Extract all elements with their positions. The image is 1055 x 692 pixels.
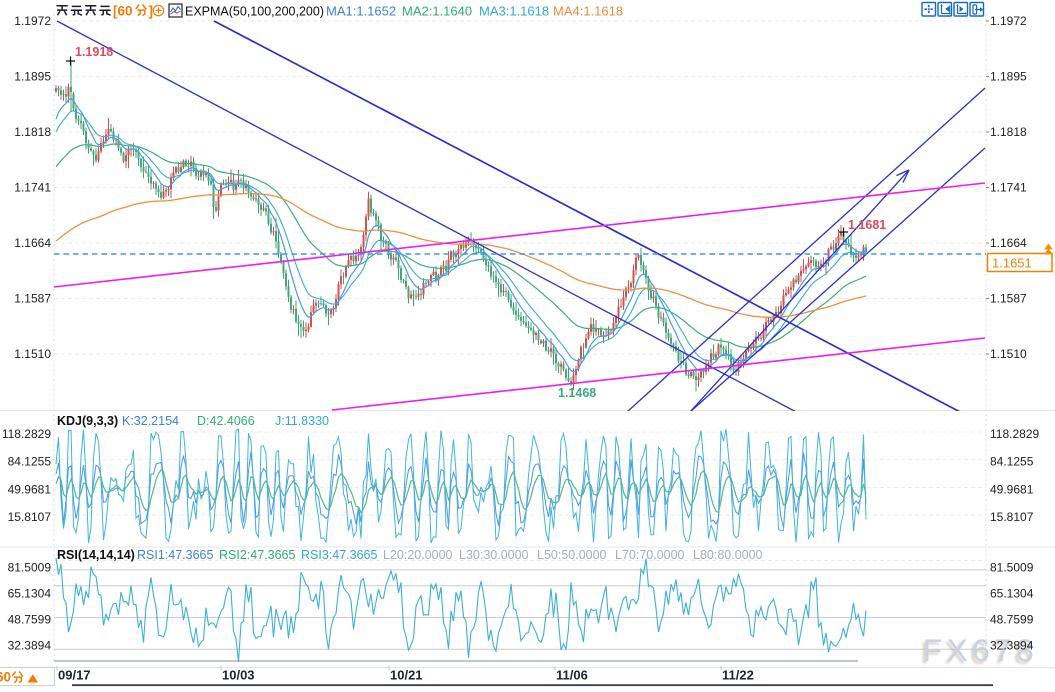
svg-text:49.9681: 49.9681 (990, 483, 1034, 497)
svg-text:MA1:1.1652: MA1:1.1652 (326, 4, 396, 19)
svg-text:1.1468: 1.1468 (558, 386, 596, 400)
svg-text:1.1681: 1.1681 (848, 218, 886, 232)
svg-text:L70:70.0000: L70:70.0000 (615, 548, 685, 562)
svg-text:1.1818: 1.1818 (990, 125, 1027, 139)
svg-text:J:11.8330: J:11.8330 (275, 414, 329, 428)
svg-text:15.8107: 15.8107 (990, 510, 1034, 524)
svg-text:1.1587: 1.1587 (14, 292, 51, 306)
svg-text:1.1664: 1.1664 (14, 236, 51, 250)
svg-text:1.1510: 1.1510 (14, 347, 51, 361)
svg-text:15.8107: 15.8107 (8, 510, 52, 524)
svg-text:MA4:1.1618: MA4:1.1618 (553, 4, 623, 19)
svg-text:1.1741: 1.1741 (14, 181, 51, 195)
svg-text:L80:80.0000: L80:80.0000 (693, 548, 763, 562)
svg-text:RSI3:47.3665: RSI3:47.3665 (301, 548, 377, 562)
svg-text:11/22: 11/22 (722, 668, 754, 683)
svg-text:118.2829: 118.2829 (2, 427, 51, 441)
svg-text:D:42.4066: D:42.4066 (197, 414, 255, 428)
svg-text:11/06: 11/06 (556, 668, 588, 683)
svg-text:1.1587: 1.1587 (990, 292, 1027, 306)
svg-text:MA2:1.1640: MA2:1.1640 (402, 4, 472, 19)
svg-text:32.3894: 32.3894 (990, 639, 1034, 653)
svg-text:]: ] (149, 4, 154, 19)
svg-text:1.1741: 1.1741 (990, 181, 1027, 195)
svg-text:1.1895: 1.1895 (14, 70, 51, 84)
svg-text:10/03: 10/03 (222, 668, 255, 683)
svg-text:MA3:1.1618: MA3:1.1618 (479, 4, 549, 19)
svg-text:81.5009: 81.5009 (990, 561, 1034, 575)
svg-text:1.1651: 1.1651 (992, 256, 1032, 271)
svg-text:FX678: FX678 (923, 632, 1038, 668)
svg-text:RSI2:47.3665: RSI2:47.3665 (219, 548, 295, 562)
svg-text:32.3894: 32.3894 (8, 639, 52, 653)
svg-text:65.1304: 65.1304 (8, 587, 52, 601)
svg-text:49.9681: 49.9681 (8, 483, 52, 497)
svg-text:118.2829: 118.2829 (990, 427, 1039, 441)
svg-text:KDJ(9,3,3): KDJ(9,3,3) (57, 414, 118, 428)
svg-text:60: 60 (0, 670, 11, 685)
svg-text:1.1895: 1.1895 (990, 70, 1027, 84)
svg-text:1.1972: 1.1972 (990, 14, 1027, 28)
svg-text:1.1918: 1.1918 (75, 45, 113, 59)
svg-text:84.1255: 84.1255 (8, 455, 52, 469)
svg-text:1.1510: 1.1510 (990, 347, 1027, 361)
svg-text:L20:20.0000: L20:20.0000 (383, 548, 453, 562)
svg-text:81.5009: 81.5009 (8, 561, 52, 575)
svg-text:FX678: FX678 (921, 635, 1036, 671)
svg-text:84.1255: 84.1255 (990, 455, 1034, 469)
svg-text:1.1664: 1.1664 (990, 236, 1027, 250)
svg-text:10/21: 10/21 (390, 668, 423, 683)
svg-text:K:32.2154: K:32.2154 (122, 414, 179, 428)
svg-text:09/17: 09/17 (58, 668, 91, 683)
svg-text:48.7599: 48.7599 (8, 613, 52, 627)
svg-text:65.1304: 65.1304 (990, 587, 1034, 601)
svg-text:L50:50.0000: L50:50.0000 (537, 548, 607, 562)
svg-text:48.7599: 48.7599 (990, 613, 1034, 627)
svg-text:RSI1:47.3665: RSI1:47.3665 (137, 548, 213, 562)
svg-text:[60: [60 (113, 4, 133, 19)
svg-text:1.1972: 1.1972 (14, 14, 51, 28)
svg-text:EXPMA(50,100,200,200): EXPMA(50,100,200,200) (185, 5, 324, 19)
svg-text:L30:30.0000: L30:30.0000 (459, 548, 529, 562)
svg-text:RSI(14,14,14): RSI(14,14,14) (57, 548, 135, 562)
svg-text:1.1818: 1.1818 (14, 125, 51, 139)
